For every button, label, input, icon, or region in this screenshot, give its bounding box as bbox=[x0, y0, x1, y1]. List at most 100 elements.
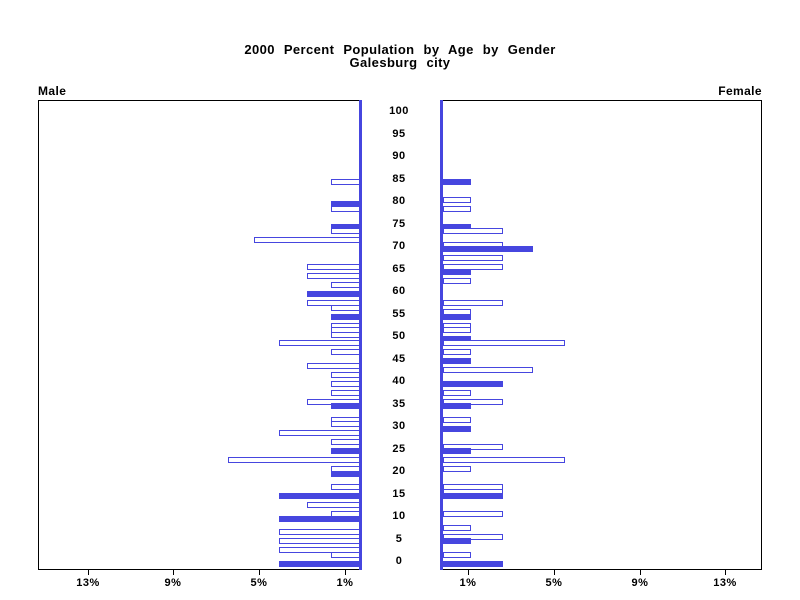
age-tick-label-30: 30 bbox=[392, 420, 406, 432]
bar-male-age-31 bbox=[331, 421, 361, 427]
bar-male-age-35 bbox=[331, 403, 361, 409]
age-tick-label-75: 75 bbox=[392, 217, 406, 230]
bar-female-age-38 bbox=[443, 390, 471, 396]
female-pct-label-5: 5% bbox=[545, 577, 563, 589]
female-zero-axis-line bbox=[440, 100, 443, 570]
age-tick-label-50: 50 bbox=[392, 330, 406, 342]
male-tick-13 bbox=[88, 570, 89, 575]
bar-male-age-15 bbox=[279, 493, 361, 499]
bar-female-age-58 bbox=[443, 300, 503, 306]
bar-male-age-42 bbox=[331, 372, 361, 378]
bar-male-age-60 bbox=[307, 291, 361, 297]
bar-female-age-2 bbox=[443, 552, 471, 558]
bar-female-age-35 bbox=[443, 403, 471, 409]
bar-male-age-40 bbox=[331, 381, 361, 387]
age-tick-label-70: 70 bbox=[392, 240, 406, 252]
bar-male-age-79 bbox=[331, 206, 361, 212]
male-tick-1 bbox=[345, 570, 346, 575]
female-tick-13 bbox=[725, 570, 726, 575]
bar-female-age-36 bbox=[443, 399, 503, 405]
bar-female-age-43 bbox=[443, 367, 533, 373]
male-zero-axis-line bbox=[359, 100, 362, 570]
bar-female-age-5 bbox=[443, 538, 471, 544]
male-pct-label-5: 5% bbox=[250, 577, 268, 589]
bar-male-age-20 bbox=[331, 471, 361, 477]
bar-male-age-62 bbox=[331, 282, 361, 288]
bar-male-age-51 bbox=[331, 332, 361, 338]
age-tick-label-45: 45 bbox=[392, 352, 406, 365]
age-tick-label-85: 85 bbox=[392, 172, 406, 185]
age-tick-label-20: 20 bbox=[392, 465, 406, 477]
female-tick-9 bbox=[640, 570, 641, 575]
bar-female-age-65 bbox=[443, 269, 471, 275]
female-pct-label-1: 1% bbox=[459, 577, 477, 589]
bar-female-age-74 bbox=[443, 228, 503, 234]
bar-female-age-63 bbox=[443, 278, 471, 284]
bar-male-age-10 bbox=[279, 516, 361, 522]
male-tick-5 bbox=[259, 570, 260, 575]
male-pct-label-13: 13% bbox=[76, 577, 100, 589]
female-side-label: Female bbox=[718, 84, 762, 98]
male-pct-label-1: 1% bbox=[336, 577, 354, 589]
bar-male-age-38 bbox=[331, 390, 361, 396]
bar-male-age-85 bbox=[331, 179, 361, 185]
bar-female-age-85 bbox=[443, 179, 471, 185]
bar-female-age-25 bbox=[443, 448, 471, 454]
age-tick-label-25: 25 bbox=[392, 442, 406, 455]
age-tick-label-10: 10 bbox=[392, 510, 406, 522]
bar-male-age-44 bbox=[307, 363, 361, 369]
bar-male-age-49 bbox=[279, 340, 361, 346]
bar-male-age-29 bbox=[279, 430, 361, 436]
bar-female-age-47 bbox=[443, 349, 471, 355]
bar-female-age-32 bbox=[443, 417, 471, 423]
male-pct-label-9: 9% bbox=[164, 577, 182, 589]
bar-male-age-25 bbox=[331, 448, 361, 454]
bar-male-age-55 bbox=[331, 314, 361, 320]
bar-female-age-40 bbox=[443, 381, 503, 387]
bar-female-age-21 bbox=[443, 466, 471, 472]
bar-female-age-52 bbox=[443, 327, 471, 333]
bar-female-age-68 bbox=[443, 255, 503, 261]
bar-male-age-66 bbox=[307, 264, 361, 270]
female-tick-5 bbox=[554, 570, 555, 575]
female-plot-box bbox=[440, 100, 762, 570]
age-tick-label-55: 55 bbox=[392, 307, 406, 320]
age-tick-label-35: 35 bbox=[392, 397, 406, 410]
bar-male-age-7 bbox=[279, 529, 361, 535]
bar-female-age-0 bbox=[443, 561, 503, 567]
female-pct-label-9: 9% bbox=[631, 577, 649, 589]
female-tick-1 bbox=[468, 570, 469, 575]
chart-subtitle: Galesburg city bbox=[349, 55, 451, 70]
bar-male-age-0 bbox=[279, 561, 361, 567]
bar-female-age-26 bbox=[443, 444, 503, 450]
bar-male-age-75 bbox=[331, 224, 361, 230]
bar-female-age-8 bbox=[443, 525, 471, 531]
bar-male-age-74 bbox=[331, 228, 361, 234]
bar-male-age-72 bbox=[254, 237, 361, 243]
age-tick-label-40: 40 bbox=[392, 375, 406, 387]
bar-male-age-57 bbox=[331, 305, 361, 311]
bar-male-age-27 bbox=[331, 439, 361, 445]
bar-female-age-6 bbox=[443, 534, 503, 540]
bar-male-age-80 bbox=[331, 201, 361, 207]
age-tick-label-5: 5 bbox=[395, 532, 403, 545]
male-tick-9 bbox=[173, 570, 174, 575]
male-plot-box bbox=[38, 100, 360, 570]
age-tick-label-100: 100 bbox=[389, 105, 409, 117]
bar-female-age-55 bbox=[443, 314, 471, 320]
bar-female-age-79 bbox=[443, 206, 471, 212]
bar-female-age-50 bbox=[443, 336, 471, 342]
bar-female-age-70 bbox=[443, 246, 533, 252]
bar-female-age-15 bbox=[443, 493, 503, 499]
age-tick-label-90: 90 bbox=[392, 150, 406, 162]
bar-male-age-64 bbox=[307, 273, 361, 279]
bar-male-age-47 bbox=[331, 349, 361, 355]
age-tick-label-0: 0 bbox=[395, 555, 403, 567]
age-tick-label-15: 15 bbox=[392, 487, 406, 500]
bar-female-age-23 bbox=[443, 457, 565, 463]
bar-male-age-13 bbox=[307, 502, 361, 508]
bar-female-age-81 bbox=[443, 197, 471, 203]
age-tick-label-60: 60 bbox=[392, 285, 406, 297]
bar-male-age-17 bbox=[331, 484, 361, 490]
